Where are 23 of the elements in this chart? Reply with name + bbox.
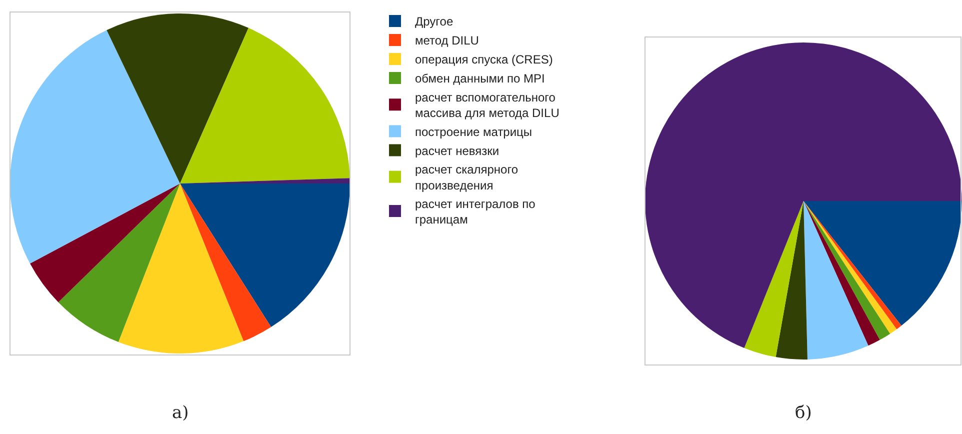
pie-slice [106, 14, 248, 184]
legend-label: расчет невязки [415, 144, 500, 158]
pie-slice [30, 184, 180, 302]
text: б) [795, 403, 812, 423]
pie-slice [58, 184, 180, 342]
pie-slice [118, 184, 244, 354]
pie-slice [804, 201, 962, 326]
pie-slice [776, 201, 808, 360]
pie-slice [180, 184, 272, 342]
legend-label: обмен данными по MPI [415, 72, 545, 86]
pie-slice [804, 201, 880, 346]
pie-slice [744, 201, 804, 358]
legend-label: построение матрицы [415, 124, 532, 139]
pie-slice [180, 28, 350, 184]
legend-label: метод DILU [415, 34, 479, 48]
pie-slice [10, 30, 180, 264]
legend-label: Другое [415, 14, 454, 29]
pie-slice [645, 42, 962, 348]
legend-label: операция спуска (CRES) [415, 52, 553, 67]
pie-slice [180, 184, 350, 328]
pie-slice [804, 201, 868, 360]
legend-label: расчет интегралов по границам [415, 196, 536, 226]
text: а) [172, 403, 189, 423]
